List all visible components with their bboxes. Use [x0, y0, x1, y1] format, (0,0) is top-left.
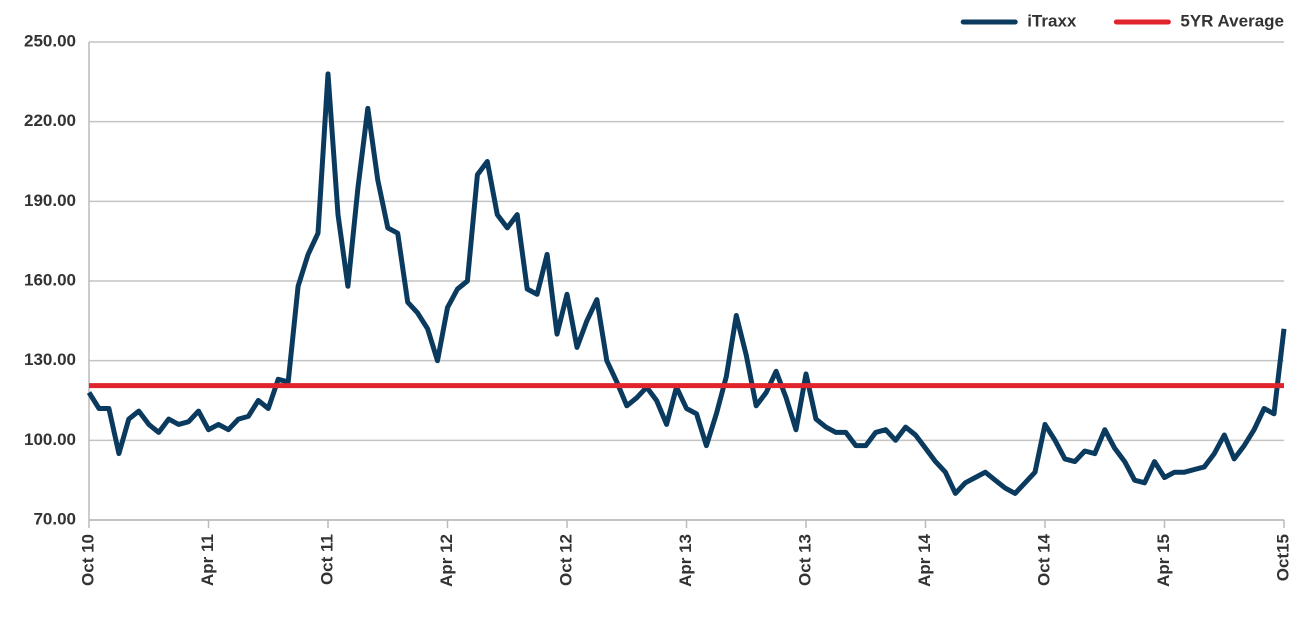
legend-label: 5YR Average	[1180, 11, 1284, 30]
x-tick-label: Oct 14	[1034, 533, 1053, 586]
y-tick-label: 160.00	[24, 270, 76, 289]
y-tick-label: 70.00	[33, 509, 76, 528]
x-tick-label: Apr 12	[437, 534, 456, 587]
x-tick-label: Apr 13	[676, 534, 695, 587]
x-tick-label: Oct 11	[317, 534, 336, 585]
x-tick-label: Oct 12	[556, 534, 575, 586]
series-line	[86, 71, 1287, 496]
y-tick-label: 250.00	[24, 31, 76, 50]
x-tick-label: Apr 11	[198, 534, 217, 586]
y-tick-label: 190.00	[24, 191, 76, 210]
x-tick-label: Apr 15	[1154, 534, 1173, 587]
y-tick-label: 100.00	[24, 430, 76, 449]
y-tick-label: 130.00	[24, 350, 76, 369]
x-tick-label: Oct15	[1273, 534, 1292, 581]
legend-label: iTraxx	[1027, 11, 1077, 30]
y-tick-label: 220.00	[24, 111, 76, 130]
x-tick-label: Apr 14	[915, 533, 934, 586]
x-tick-label: Oct 10	[78, 534, 97, 586]
x-tick-label: Oct 13	[795, 534, 814, 586]
